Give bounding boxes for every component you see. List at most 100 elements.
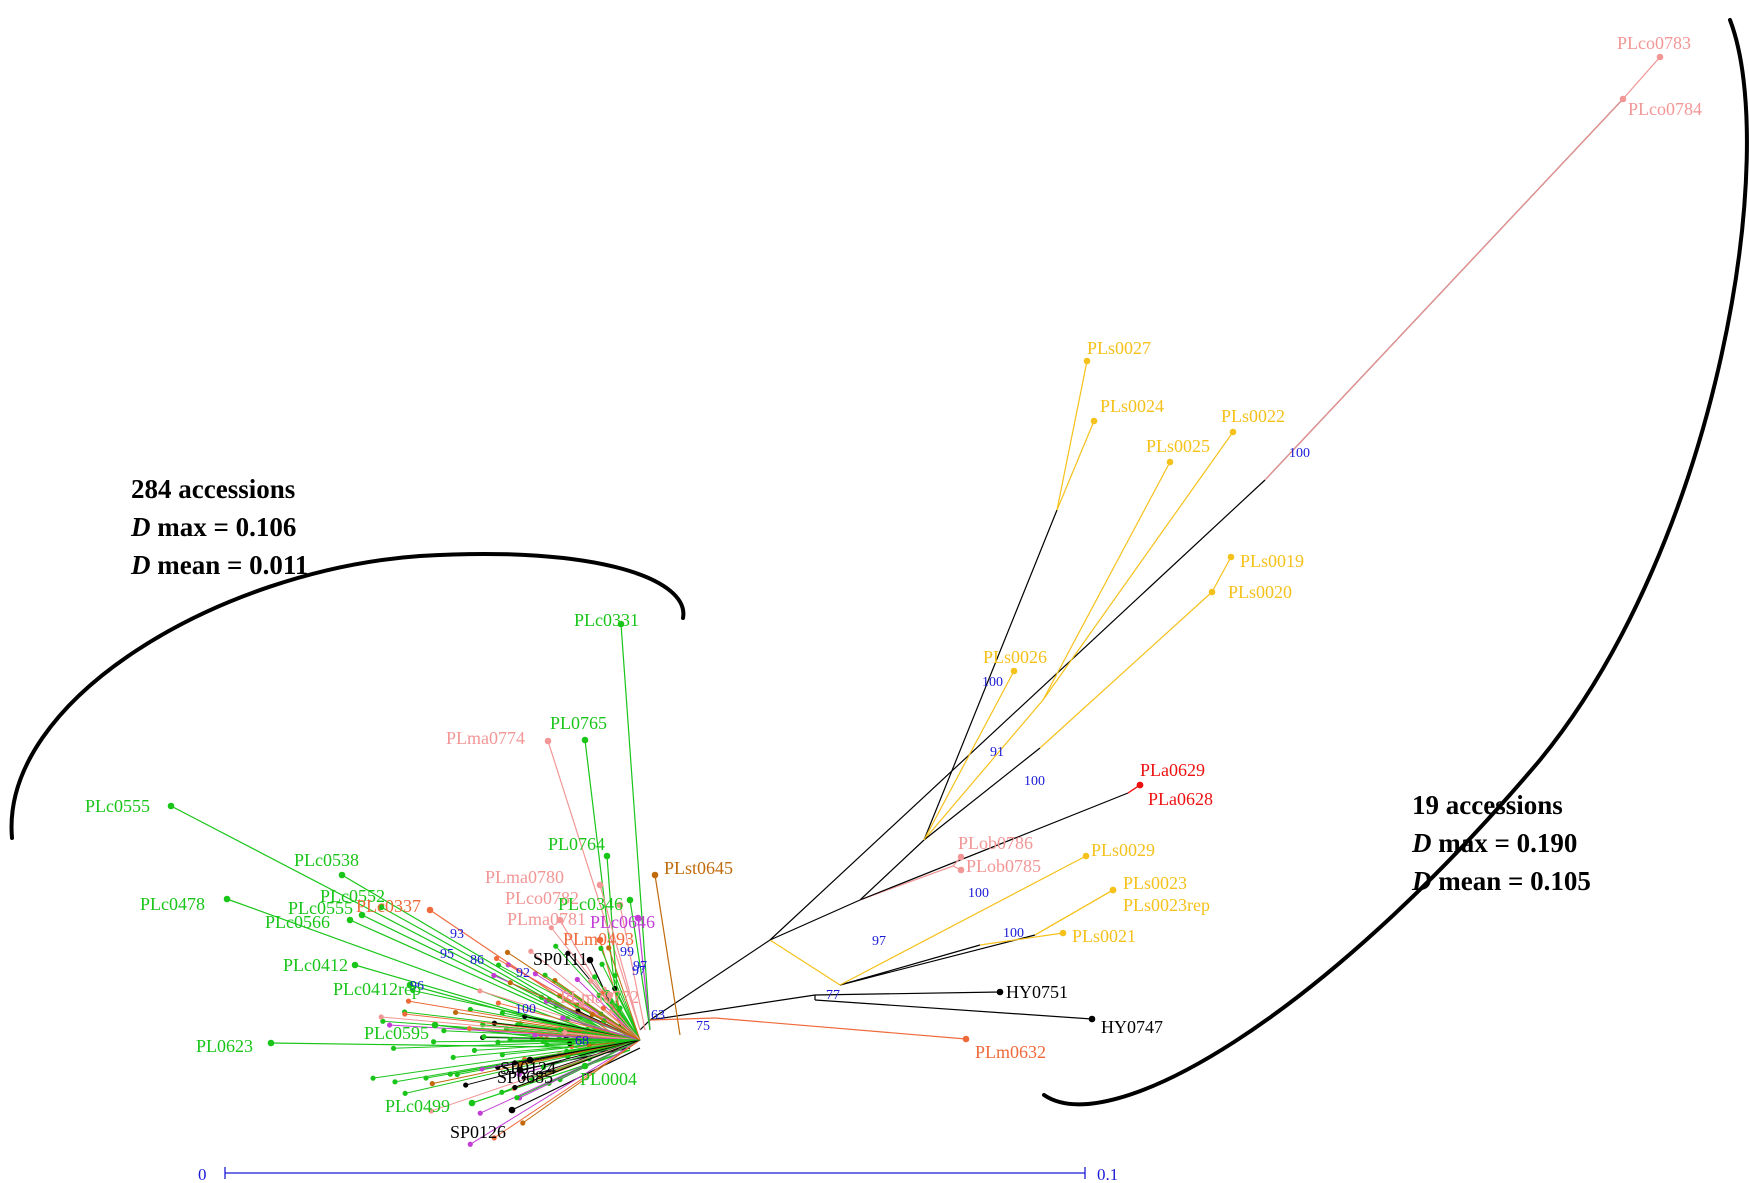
clump-dot bbox=[574, 976, 580, 983]
left-d-symbol-mean: D bbox=[131, 550, 151, 580]
leaf-dot bbox=[223, 895, 231, 903]
support-value: 97 bbox=[632, 964, 646, 979]
leaf-dot bbox=[626, 896, 634, 904]
leaf-dot bbox=[1059, 929, 1067, 937]
leaf-dot bbox=[377, 903, 385, 911]
clump-dot bbox=[491, 972, 497, 979]
leaf-label: PLc0412 bbox=[283, 955, 348, 975]
leaf-dot bbox=[596, 936, 604, 944]
clump-branch bbox=[372, 1039, 641, 1079]
clump-dot bbox=[499, 1089, 505, 1095]
leaf-label: PL0765 bbox=[550, 713, 607, 733]
leaf-dot bbox=[1082, 852, 1090, 860]
clump-branch bbox=[562, 1017, 641, 1041]
left-dmean: mean = 0.011 bbox=[157, 550, 309, 580]
leaf-label: PLc0555 bbox=[288, 898, 353, 918]
clump-dot bbox=[598, 945, 604, 952]
clump-branch bbox=[600, 948, 641, 1041]
branch bbox=[380, 906, 631, 1046]
branch bbox=[769, 479, 1266, 941]
clump-dot bbox=[495, 962, 502, 968]
branch bbox=[1622, 56, 1661, 100]
clump-dot bbox=[504, 949, 511, 955]
clump-dot bbox=[466, 1025, 473, 1032]
leaf-label: PLc0337 bbox=[356, 896, 421, 916]
branch bbox=[859, 792, 1129, 901]
clump-dot bbox=[410, 987, 416, 994]
leaf-dot bbox=[581, 1062, 589, 1070]
support-value: 86 bbox=[470, 953, 484, 968]
clump-branch bbox=[408, 1000, 641, 1041]
clump-dot bbox=[430, 1039, 437, 1045]
branch bbox=[170, 805, 631, 1046]
leaf-label: PLma0780 bbox=[485, 867, 564, 887]
support-value: 77 bbox=[826, 988, 840, 1003]
branch bbox=[859, 839, 925, 901]
clump-dot bbox=[596, 992, 602, 999]
clump-branch bbox=[431, 1039, 641, 1112]
clump-dot bbox=[606, 945, 612, 951]
branch bbox=[923, 509, 1058, 841]
clump-dot bbox=[588, 978, 594, 984]
leaf-dots bbox=[167, 53, 1664, 1114]
leaf-label: PLc0646 bbox=[590, 912, 655, 932]
leaf-label: PLs0023rep bbox=[1123, 895, 1210, 915]
support-value: 100 bbox=[982, 675, 1003, 690]
clump-dot bbox=[405, 998, 412, 1004]
leaf-label: PLs0019 bbox=[1240, 551, 1304, 571]
clump-branch bbox=[594, 976, 641, 1041]
clump-branch bbox=[412, 989, 641, 1041]
branch bbox=[654, 874, 681, 1036]
clump-dot bbox=[557, 1027, 563, 1033]
leaf-label: PLc0555 bbox=[85, 796, 150, 816]
leaf-label: PLob0785 bbox=[966, 856, 1041, 876]
leaf-dot bbox=[508, 1106, 516, 1114]
leaf-dot bbox=[1090, 417, 1098, 425]
clump-branch bbox=[530, 950, 641, 1041]
clump-dot bbox=[390, 1045, 397, 1051]
branch bbox=[923, 670, 1015, 841]
clump-dot bbox=[553, 943, 559, 949]
leaf-label: PLco0782 bbox=[505, 888, 579, 908]
clump-branch bbox=[516, 1039, 641, 1099]
leaf-label: SP0111 bbox=[533, 949, 588, 969]
left-cluster-summary: 284 accessions D max = 0.106 D mean = 0.… bbox=[131, 470, 308, 584]
clump-branch bbox=[603, 1007, 641, 1041]
clump-dot bbox=[532, 1032, 538, 1038]
support-value: 63 bbox=[651, 1008, 665, 1023]
branch bbox=[979, 932, 1064, 946]
leaf-dot bbox=[1229, 428, 1237, 436]
support-value: 91 bbox=[990, 745, 1004, 760]
leaf-label: PLs0029 bbox=[1091, 840, 1155, 860]
clump-dot bbox=[463, 1082, 469, 1088]
clump-branch bbox=[514, 1039, 641, 1064]
clump-branch bbox=[483, 1036, 641, 1041]
leaf-dot bbox=[351, 961, 359, 969]
leaf-label: PLc0566 bbox=[265, 912, 330, 932]
leaf-dot bbox=[358, 911, 366, 919]
support-value: 100 bbox=[1289, 446, 1310, 461]
leaf-dot bbox=[346, 916, 354, 924]
clump-dot bbox=[392, 1079, 398, 1085]
branch bbox=[1034, 889, 1114, 936]
support-value: 93 bbox=[450, 927, 464, 942]
branch bbox=[714, 1017, 967, 1040]
dense-leaf-clump bbox=[370, 925, 641, 1147]
leaf-label: PLc0331 bbox=[574, 610, 639, 630]
clump-dot bbox=[560, 1015, 566, 1021]
clump-dot bbox=[481, 1034, 487, 1040]
clump-dot bbox=[609, 1008, 615, 1014]
support-value: 68 bbox=[575, 1034, 589, 1049]
clump-dot bbox=[565, 950, 571, 956]
clump-dot bbox=[512, 1060, 518, 1066]
leaf-label: HY0747 bbox=[1101, 1017, 1163, 1037]
clump-dot bbox=[528, 948, 534, 954]
leaf-label: HY0751 bbox=[1006, 982, 1068, 1002]
clump-dot bbox=[477, 1110, 483, 1116]
clump-dot bbox=[471, 1047, 478, 1053]
clump-dot bbox=[517, 1061, 524, 1067]
branch bbox=[649, 939, 771, 1021]
clump-dot bbox=[499, 1010, 506, 1016]
leaf-label: PLm0632 bbox=[975, 1042, 1046, 1062]
leaf-label: PLc0552 bbox=[320, 886, 385, 906]
